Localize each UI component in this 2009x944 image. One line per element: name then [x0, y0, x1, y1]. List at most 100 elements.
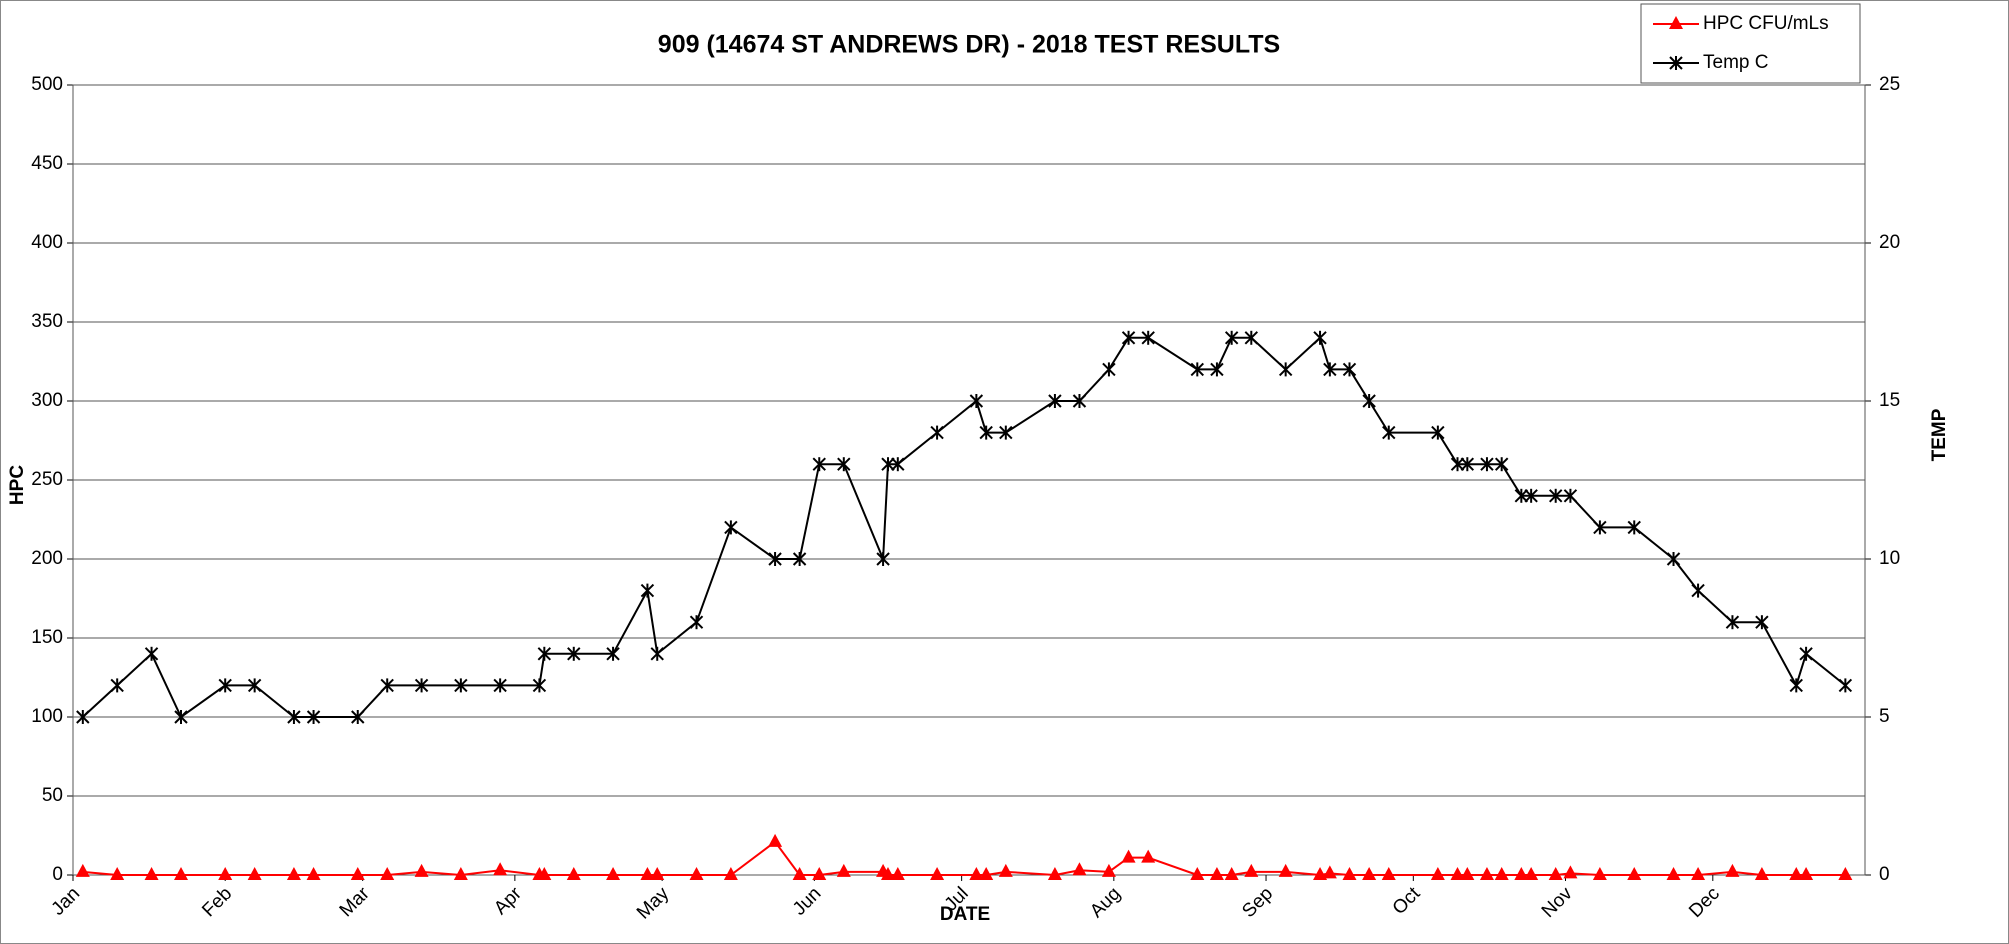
marker	[380, 867, 395, 880]
y2-axis-label: TEMP	[1929, 408, 1950, 461]
marker	[1548, 488, 1563, 503]
marker	[723, 867, 738, 880]
marker	[1190, 867, 1205, 880]
marker	[1209, 867, 1224, 880]
marker	[1755, 615, 1769, 630]
marker	[1593, 520, 1607, 535]
marker	[1313, 867, 1328, 880]
marker	[1563, 488, 1578, 503]
marker	[606, 867, 621, 880]
marker	[930, 425, 944, 440]
y2-tick-label: 0	[1879, 864, 1890, 885]
marker	[1627, 520, 1641, 535]
y-tick-label: 350	[31, 311, 63, 332]
marker	[218, 867, 233, 880]
marker	[174, 710, 188, 724]
marker	[286, 867, 301, 880]
marker	[1382, 425, 1396, 440]
marker	[1101, 863, 1116, 877]
y-tick-label: 150	[31, 627, 63, 648]
marker	[1210, 362, 1224, 377]
marker	[930, 867, 945, 880]
marker	[110, 678, 124, 693]
marker	[380, 678, 394, 693]
marker	[110, 867, 125, 880]
marker	[1141, 849, 1156, 863]
y-tick-label: 200	[31, 548, 63, 569]
marker	[969, 867, 984, 880]
marker	[1838, 678, 1853, 693]
marker	[247, 867, 262, 880]
marker	[1666, 552, 1681, 566]
marker	[1244, 330, 1259, 345]
marker	[1691, 583, 1705, 598]
marker	[1494, 867, 1509, 880]
legend: HPC CFU/mLs Temp C	[1640, 3, 1861, 84]
marker	[144, 867, 159, 880]
marker	[493, 678, 507, 693]
marker	[218, 678, 232, 693]
marker	[532, 678, 547, 693]
marker	[1342, 867, 1357, 880]
marker	[979, 425, 993, 440]
marker	[1121, 849, 1136, 863]
chart-title: 909 (14674 ST ANDREWS DR) - 2018 TEST RE…	[658, 31, 1280, 59]
marker	[1592, 867, 1607, 880]
marker	[1514, 867, 1529, 880]
marker	[768, 833, 783, 847]
marker	[1381, 867, 1396, 880]
marker	[1479, 867, 1494, 880]
marker	[1224, 330, 1239, 345]
marker	[1669, 56, 1683, 70]
marker	[414, 678, 429, 693]
marker	[1047, 867, 1062, 880]
marker	[1362, 867, 1377, 880]
marker	[1342, 362, 1357, 377]
marker	[144, 646, 159, 661]
y-tick-label: 0	[52, 864, 63, 885]
marker	[812, 457, 826, 472]
marker	[812, 867, 827, 880]
marker	[1563, 865, 1578, 879]
marker	[768, 552, 782, 566]
marker	[537, 867, 552, 880]
marker	[1494, 457, 1509, 472]
y-tick-label: 300	[31, 390, 63, 411]
marker	[792, 552, 807, 566]
marker	[891, 457, 905, 472]
marker	[1072, 394, 1087, 408]
marker	[1725, 615, 1740, 630]
marker	[1072, 862, 1087, 876]
marker	[880, 867, 895, 880]
marker	[1754, 867, 1769, 880]
y-tick-label: 250	[31, 469, 63, 490]
marker	[1450, 457, 1465, 472]
marker	[414, 863, 429, 877]
y-axis-label: HPC	[7, 465, 28, 505]
marker	[1480, 457, 1494, 472]
marker	[836, 863, 851, 877]
marker	[1524, 867, 1539, 880]
marker	[1322, 865, 1337, 879]
y-tick-label: 50	[42, 785, 63, 806]
marker	[1313, 330, 1327, 345]
marker	[454, 678, 468, 693]
marker	[650, 646, 664, 661]
y2-tick-label: 20	[1879, 232, 1900, 253]
marker	[969, 394, 984, 408]
marker	[724, 520, 738, 535]
marker	[999, 425, 1013, 440]
marker	[1789, 678, 1803, 693]
marker	[306, 867, 321, 880]
marker	[640, 583, 655, 598]
marker	[979, 867, 994, 880]
y-tick-label: 500	[31, 74, 63, 95]
marker	[1725, 863, 1740, 877]
marker	[1430, 867, 1445, 880]
marker	[1450, 867, 1465, 880]
marker	[1460, 867, 1475, 880]
marker	[1102, 362, 1116, 377]
marker	[606, 646, 620, 661]
marker	[1141, 330, 1155, 345]
